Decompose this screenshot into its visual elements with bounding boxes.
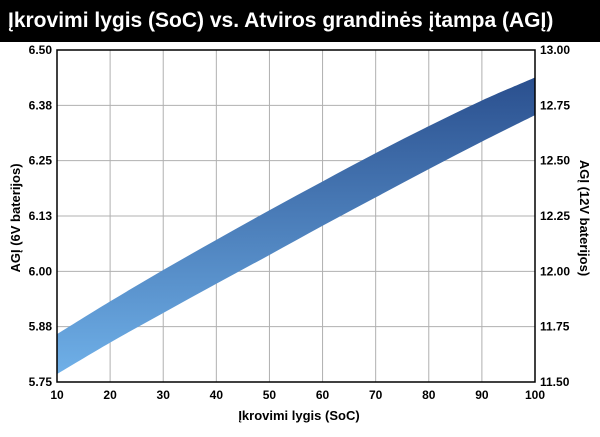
right-y-axis-label: AGĮ (12V baterijos) — [577, 160, 592, 276]
x-tick-label: 90 — [475, 388, 489, 402]
right-y-tick-label: 12.50 — [540, 154, 570, 168]
x-tick-label: 70 — [369, 388, 383, 402]
x-tick-label: 100 — [525, 388, 545, 402]
right-y-tick-label: 12.75 — [540, 98, 570, 112]
right-y-tick-label: 11.50 — [540, 375, 570, 389]
plot-frame — [56, 49, 536, 383]
left-y-tick-label: 6.13 — [29, 209, 53, 223]
x-tick-label: 50 — [263, 388, 277, 402]
band-layer — [57, 77, 535, 375]
right-y-tick-label: 12.25 — [540, 209, 570, 223]
x-axis-label: Įkrovimi lygis (SoC) — [238, 408, 359, 423]
left-y-tick-label: 6.25 — [29, 154, 53, 168]
x-tick-label: 30 — [157, 388, 171, 402]
x-tick-label: 60 — [316, 388, 330, 402]
x-tick-label: 20 — [103, 388, 117, 402]
x-tick-label: 10 — [50, 388, 64, 402]
right-y-tick-label: 11.75 — [540, 320, 570, 334]
right-y-tick-label: 13.00 — [540, 43, 570, 57]
left-y-tick-label: 5.88 — [29, 320, 53, 334]
tick-labels: 10 20 30 40 50 60 70 80 90 100 6.50 6.38 6.25 6.13 6.0… — [29, 43, 571, 402]
left-y-tick-label: 5.75 — [29, 375, 53, 389]
x-tick-label: 40 — [210, 388, 224, 402]
left-y-tick-label: 6.50 — [29, 43, 53, 57]
x-tick-label: 80 — [422, 388, 436, 402]
chart-svg: 10 20 30 40 50 60 70 80 90 100 6.50 6.38 6.25 6.13 6.0… — [8, 43, 592, 423]
plot-border — [56, 49, 536, 383]
left-y-tick-label: 6.38 — [29, 98, 53, 112]
left-y-tick-label: 6.00 — [29, 264, 53, 278]
soc-voltage-band — [57, 77, 535, 375]
chart-title: Įkrovimi lygis (SoC) vs. Atviros grandin… — [0, 0, 600, 42]
right-y-tick-label: 12.00 — [540, 264, 570, 278]
left-y-axis-label: AGĮ (6V baterijos) — [8, 163, 23, 272]
